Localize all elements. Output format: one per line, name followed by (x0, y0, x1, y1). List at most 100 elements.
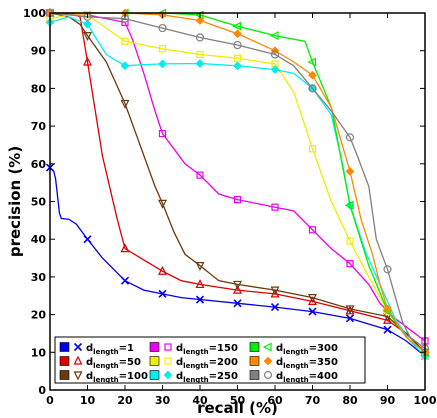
data-point (383, 325, 392, 334)
series-line (49, 12, 426, 350)
data-point (158, 45, 167, 53)
data-point (345, 166, 355, 176)
legend-item: dlength=50 (59, 355, 141, 370)
x-tick-label: 90 (380, 394, 396, 407)
x-tick-label: 40 (192, 394, 208, 407)
legend-item: dlength=150 (149, 342, 238, 356)
legend-label: dlength=100 (86, 371, 148, 384)
series-line (49, 12, 426, 353)
data-point (233, 196, 242, 204)
data-point (158, 289, 167, 298)
legend-item: dlength=1 (59, 342, 134, 356)
legend-marker (73, 355, 83, 365)
data-point (308, 145, 317, 153)
legend-box (54, 336, 366, 384)
x-tick-label: 70 (305, 394, 321, 407)
legend-swatch (249, 342, 260, 352)
legend-swatch (249, 356, 260, 366)
data-point (308, 84, 317, 93)
legend-marker (73, 342, 83, 352)
y-tick-label: 10 (31, 346, 47, 359)
series-8 (45, 8, 430, 357)
series-line (50, 12, 426, 353)
data-point (120, 243, 130, 253)
series-1 (45, 163, 430, 361)
data-point (308, 307, 317, 316)
series-line (49, 16, 426, 357)
data-point (233, 280, 242, 290)
data-point (270, 50, 280, 59)
series-6 (45, 16, 430, 361)
data-point (196, 171, 204, 179)
data-point (120, 61, 130, 71)
y-tick-label: 100 (23, 7, 46, 20)
y-axis-label: precision (%) (6, 146, 24, 257)
legend-swatch (149, 370, 160, 380)
data-point (120, 99, 130, 109)
data-point (346, 237, 354, 245)
data-point (195, 279, 205, 289)
data-point (269, 31, 279, 41)
data-point (195, 295, 205, 304)
legend-item: dlength=250 (149, 370, 238, 384)
x-axis-label: recall (%) (197, 399, 278, 417)
data-point (270, 288, 280, 298)
legend-label: dlength=250 (176, 371, 238, 384)
y-tick-label: 0 (38, 384, 46, 397)
data-point (383, 304, 392, 314)
legend-label: dlength=1 (86, 343, 134, 356)
legend-marker (164, 357, 172, 365)
data-point (233, 284, 242, 294)
data-point (233, 29, 242, 39)
x-tick-label: 0 (46, 394, 54, 407)
data-point (344, 200, 354, 210)
series-line (49, 12, 426, 342)
data-point (346, 260, 354, 268)
series-line (49, 167, 426, 357)
data-point (121, 18, 129, 27)
data-point (308, 70, 317, 80)
x-tick-label: 20 (117, 394, 133, 407)
series-line (49, 14, 426, 357)
legend-swatch (59, 370, 70, 380)
data-point (233, 54, 242, 62)
data-point (158, 199, 167, 209)
data-point (158, 23, 167, 33)
x-tick-label: 50 (230, 394, 246, 407)
y-tick-label: 40 (31, 233, 47, 246)
data-point (233, 61, 242, 71)
data-point (345, 314, 355, 323)
legend-label: dlength=400 (276, 371, 338, 384)
y-tick-label: 50 (31, 196, 47, 209)
legend-marker (263, 370, 273, 380)
legend-swatch (149, 356, 160, 366)
data-point (83, 32, 92, 41)
legend-marker (164, 343, 172, 351)
data-point (233, 40, 242, 50)
data-point (383, 314, 392, 324)
data-point (270, 286, 280, 296)
data-point (195, 16, 205, 25)
y-tick-label: 20 (31, 309, 47, 322)
data-point (196, 50, 204, 59)
legend-marker (73, 371, 83, 381)
legend-item: dlength=300 (249, 342, 338, 356)
data-point (308, 226, 317, 234)
x-tick-label: 60 (267, 394, 283, 407)
x-tick-label: 80 (342, 394, 358, 407)
data-point (233, 299, 242, 308)
legend-swatch (59, 342, 70, 352)
data-point (308, 296, 317, 306)
legend-label: dlength=150 (176, 343, 238, 356)
y-tick-label: 30 (31, 271, 47, 284)
data-point (195, 33, 205, 42)
y-tick-label: 70 (31, 120, 47, 133)
data-point (158, 59, 167, 69)
data-point (158, 265, 167, 275)
data-point (270, 65, 280, 74)
legend-label: dlength=300 (276, 343, 338, 356)
data-point (307, 57, 317, 67)
y-tick-label: 80 (31, 82, 47, 95)
legend-marker (263, 356, 273, 366)
